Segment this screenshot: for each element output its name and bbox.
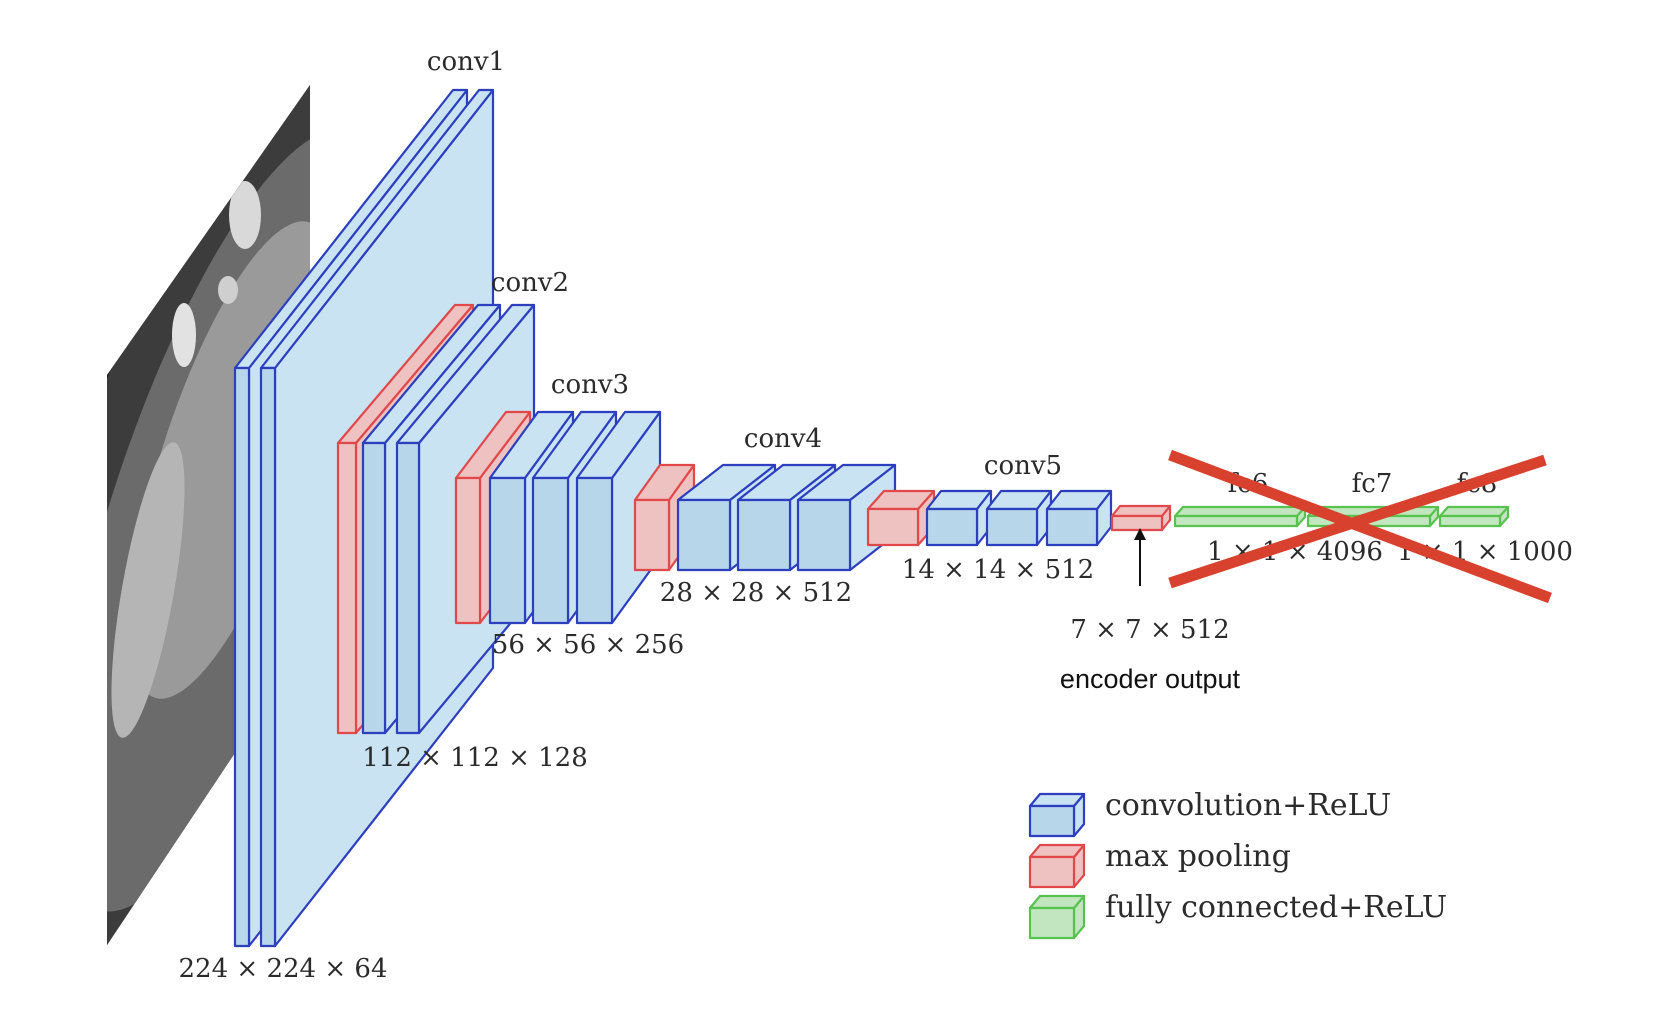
conv4-block-a-front — [676, 498, 732, 572]
conv3-block-b-front — [531, 476, 570, 625]
fc-layers-cross-out — [1168, 449, 1552, 604]
pool1-block-front — [336, 441, 358, 735]
legend-pool-icon — [1028, 843, 1086, 889]
fc7-label: fc7 — [1352, 469, 1393, 499]
pool5-block — [1110, 504, 1172, 532]
conv4-block-b-front — [736, 498, 792, 572]
conv2-block-b-front — [395, 441, 421, 735]
legend-conv-label: convolution+ReLU — [1105, 788, 1391, 823]
encoder-output-label: encoder output — [1060, 664, 1241, 694]
conv5-block-c-front — [1045, 507, 1099, 547]
legend-fc-icon — [1028, 894, 1086, 940]
conv5-block-c — [1045, 489, 1113, 547]
fc8-block-top — [1438, 505, 1510, 518]
legend-pool-label: max pooling — [1105, 839, 1291, 874]
dim-224: 224 × 224 × 64 — [179, 954, 388, 984]
encoder-output-arrow — [1134, 528, 1146, 586]
legend-conv-icon — [1028, 792, 1086, 838]
conv5-block-b — [985, 489, 1053, 547]
pool4-block-front — [866, 507, 920, 547]
conv5-block-a-front — [925, 507, 979, 547]
fc8-block — [1438, 505, 1510, 528]
layer-blocks — [233, 88, 1510, 948]
conv3-label: conv3 — [551, 370, 629, 400]
pool3-block-front — [633, 498, 671, 572]
fc6-block-front — [1173, 514, 1299, 528]
conv1-block-a-front — [233, 366, 251, 948]
dim-14: 14 × 14 × 512 — [902, 555, 1094, 585]
legend-conv-icon-front — [1028, 804, 1076, 838]
conv1-label: conv1 — [427, 47, 505, 77]
pool5-block-front — [1110, 514, 1164, 532]
legend-conv-icon-top — [1028, 792, 1086, 808]
dim-112: 112 × 112 × 128 — [362, 743, 588, 773]
legend: convolution+ReLU max pooling fully conne… — [1028, 788, 1447, 940]
conv3-block-a-front — [488, 476, 527, 625]
conv2-label: conv2 — [491, 268, 569, 298]
conv2-block-a-front — [361, 441, 387, 735]
legend-pool-icon-front — [1028, 855, 1076, 889]
conv5-block-a — [925, 489, 993, 547]
legend-fc-label: fully connected+ReLU — [1105, 890, 1447, 925]
pool5-block-top — [1110, 504, 1172, 518]
dim-28: 28 × 28 × 512 — [660, 578, 852, 608]
pool4-block — [866, 489, 936, 547]
dim-56: 56 × 56 × 256 — [492, 630, 684, 660]
dim-7: 7 × 7 × 512 — [1070, 615, 1229, 645]
legend-fc-icon-front — [1028, 906, 1076, 940]
conv4-block-c-front — [796, 498, 852, 572]
fc8-block-front — [1438, 514, 1502, 528]
legend-pool-icon-top — [1028, 843, 1086, 859]
fc6-block-top — [1173, 505, 1307, 518]
pool2-block-front — [454, 476, 482, 625]
legend-fc-icon-top — [1028, 894, 1086, 910]
fc6-block — [1173, 505, 1307, 528]
legend-icons — [1028, 792, 1086, 940]
conv3-block-c-front — [575, 476, 614, 625]
conv5-block-b-front — [985, 507, 1039, 547]
conv5-label: conv5 — [984, 451, 1062, 481]
conv1-block-b-front — [259, 366, 277, 948]
conv4-label: conv4 — [744, 424, 822, 454]
